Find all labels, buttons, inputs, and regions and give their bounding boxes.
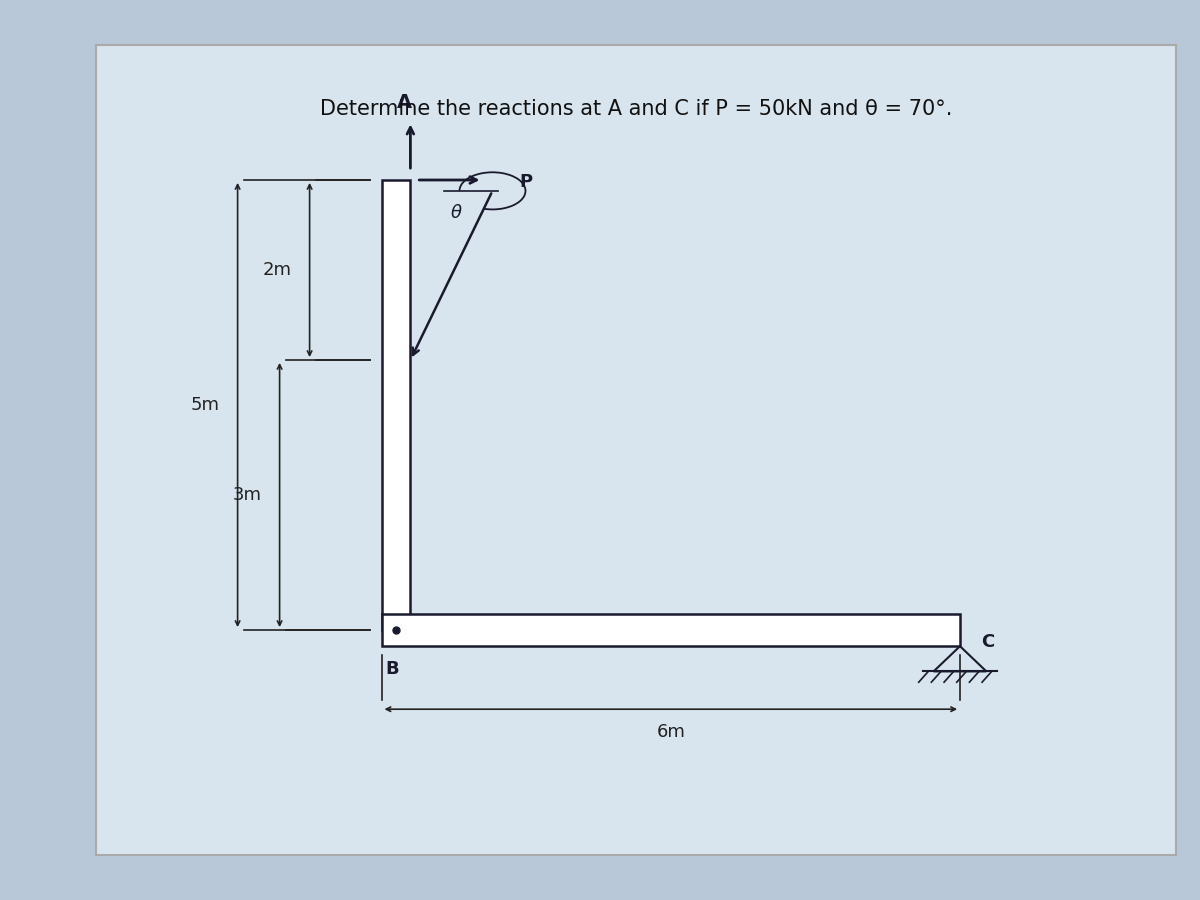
Text: C: C [982, 633, 995, 651]
Text: P: P [518, 173, 532, 191]
Text: 3m: 3m [233, 486, 262, 504]
Bar [382, 614, 960, 646]
Text: Determine the reactions at A and C if P = 50kN and θ = 70°.: Determine the reactions at A and C if P … [320, 99, 952, 119]
Text: A: A [397, 94, 412, 112]
Text: 6m: 6m [656, 723, 685, 741]
Text: $\theta$: $\theta$ [450, 204, 463, 222]
Text: 5m: 5m [191, 396, 220, 414]
Bar [382, 180, 410, 630]
Text: B: B [385, 660, 398, 678]
Text: 2m: 2m [263, 261, 292, 279]
